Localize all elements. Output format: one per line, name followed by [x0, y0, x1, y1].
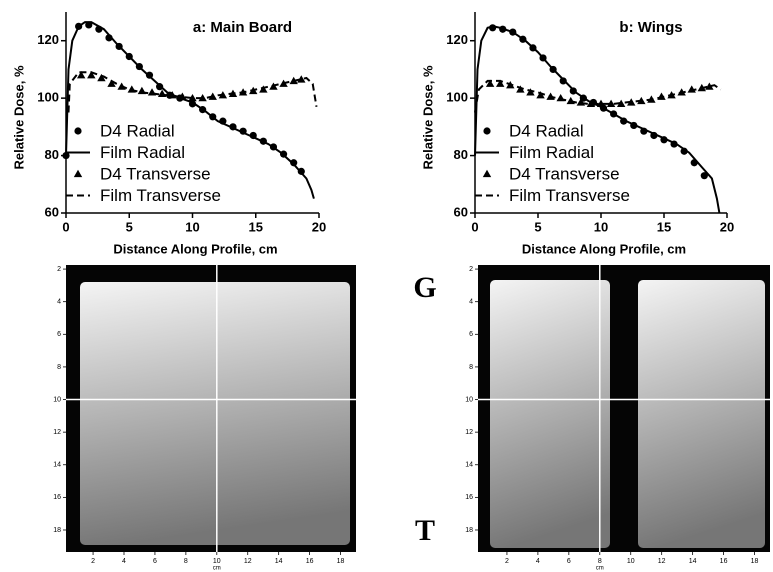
y-axis-label: Relative Dose, %	[11, 65, 26, 169]
legend-label: D4 Radial	[509, 121, 584, 140]
x-axis-label: Distance Along Profile, cm	[113, 241, 277, 256]
y-tick-label: 6	[57, 331, 61, 338]
x-tick-label: 8	[184, 558, 188, 565]
x-tick-label: 6	[567, 558, 571, 565]
y-tick-label: 80	[45, 147, 59, 162]
x-tick-label: 4	[536, 558, 540, 565]
y-tick-label: 14	[465, 462, 473, 469]
x-axis-label: Distance Along Profile, cm	[522, 241, 686, 256]
x-tick-label: 10	[213, 558, 221, 565]
y-tick-label: 60	[454, 204, 468, 219]
x-tick-label: 18	[337, 558, 345, 565]
film-image	[80, 282, 350, 545]
y-tick-label: 80	[454, 147, 468, 162]
y-tick-label: 10	[53, 396, 61, 403]
x-tick-label: 6	[153, 558, 157, 565]
x-axis-label: cm	[213, 566, 221, 572]
x-tick-label: 5	[126, 219, 133, 234]
x-tick-label: 15	[249, 219, 263, 234]
film-image	[490, 280, 610, 548]
y-tick-label: 4	[469, 299, 473, 306]
legend-marker	[74, 170, 82, 177]
x-tick-label: 12	[244, 558, 252, 565]
x-tick-label: 0	[62, 219, 69, 234]
x-tick-label: 14	[689, 558, 697, 565]
y-tick-label: 16	[465, 494, 473, 501]
legend-label: D4 Radial	[100, 121, 175, 140]
y-tick-label: 2	[469, 266, 473, 273]
y-tick-label: 8	[57, 364, 61, 371]
legend-label: Film Transverse	[509, 186, 630, 205]
x-tick-label: 14	[275, 558, 283, 565]
y-tick-label: 100	[37, 90, 59, 105]
legend-label: D4 Transverse	[100, 164, 211, 183]
y-tick-label: 60	[45, 204, 59, 219]
legend-marker	[74, 127, 81, 134]
x-tick-label: 12	[658, 558, 666, 565]
legend-label: D4 Transverse	[509, 164, 620, 183]
y-tick-label: 2	[57, 266, 61, 273]
x-tick-label: 4	[122, 558, 126, 565]
y-tick-label: 100	[446, 90, 468, 105]
y-tick-label: 120	[446, 32, 468, 47]
x-tick-label: 15	[657, 219, 671, 234]
x-tick-label: 10	[185, 219, 199, 234]
y-tick-label: 4	[57, 299, 61, 306]
chart-title: b: Wings	[619, 19, 682, 36]
x-tick-label: 5	[534, 219, 541, 234]
annotation: T	[415, 514, 435, 547]
y-tick-label: 18	[465, 527, 473, 534]
film-image	[638, 280, 765, 548]
legend-label: Film Radial	[100, 143, 185, 162]
x-tick-label: 2	[91, 558, 95, 565]
y-tick-label: 6	[469, 331, 473, 338]
annotation: G	[413, 271, 436, 304]
x-tick-label: 18	[751, 558, 759, 565]
y-tick-label: 16	[53, 494, 61, 501]
chart-title: a: Main Board	[193, 19, 292, 36]
x-tick-label: 8	[598, 558, 602, 565]
legend-marker	[483, 127, 490, 134]
legend-marker	[483, 170, 491, 177]
legend-label: Film Transverse	[100, 186, 221, 205]
y-tick-label: 8	[469, 364, 473, 371]
y-tick-label: 120	[37, 32, 59, 47]
x-tick-label: 10	[594, 219, 608, 234]
series-line	[475, 81, 721, 113]
y-tick-label: 18	[53, 527, 61, 534]
figure: G T 608010012005101520a: Main BoardDista…	[0, 0, 773, 572]
y-tick-label: 14	[53, 462, 61, 469]
y-axis-label: Relative Dose, %	[420, 65, 435, 169]
x-tick-label: 16	[720, 558, 728, 565]
x-tick-label: 0	[471, 219, 478, 234]
y-tick-label: 12	[53, 429, 61, 436]
x-tick-label: 20	[720, 219, 734, 234]
x-axis-label: cm	[596, 566, 604, 572]
x-tick-label: 2	[505, 558, 509, 565]
legend-label: Film Radial	[509, 143, 594, 162]
x-tick-label: 16	[306, 558, 314, 565]
y-tick-label: 10	[465, 396, 473, 403]
y-tick-label: 12	[465, 429, 473, 436]
x-tick-label: 20	[312, 219, 326, 234]
x-tick-label: 10	[627, 558, 635, 565]
